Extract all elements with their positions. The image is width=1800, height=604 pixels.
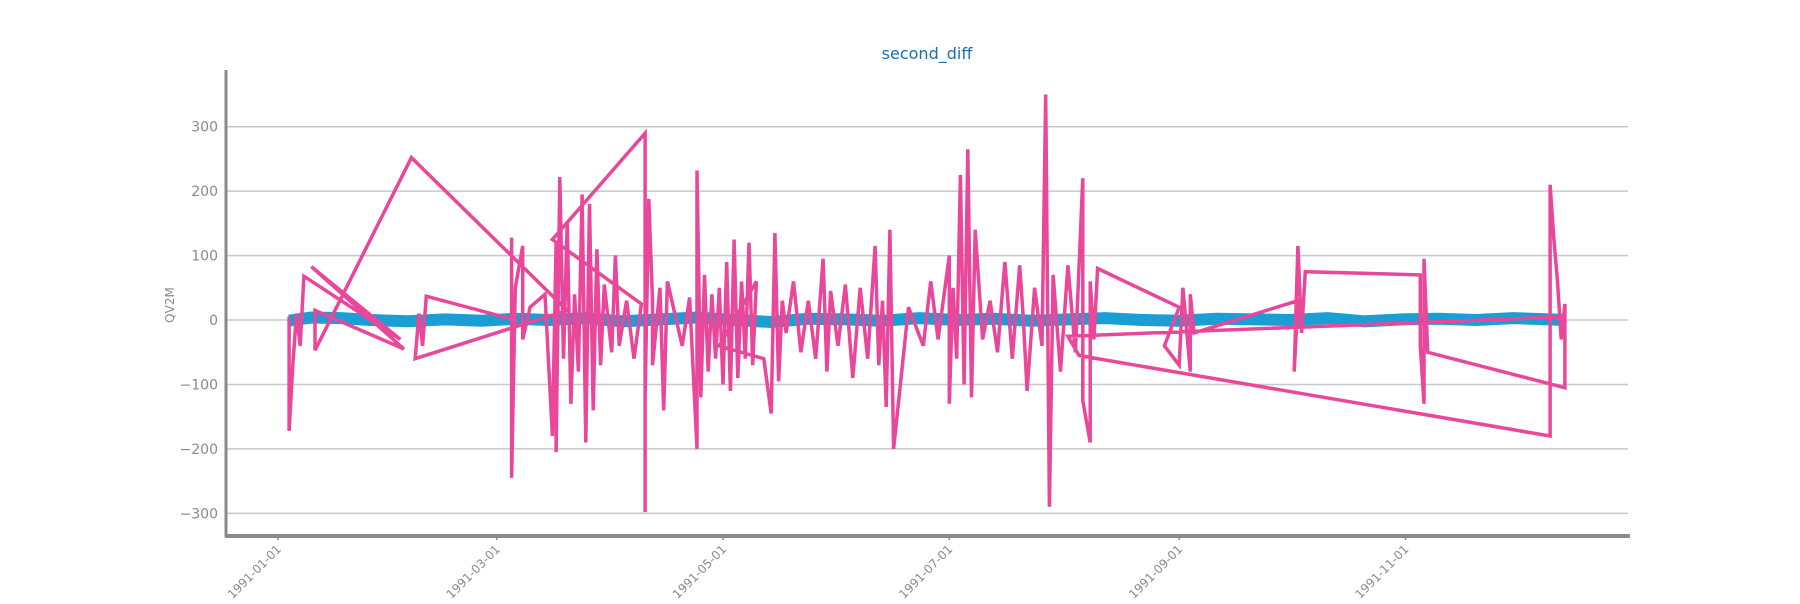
y-tick-labels: 300 200 100 0 −100 −200 −300: [180, 120, 218, 523]
chart-title: second_diff: [882, 44, 974, 64]
y-axis-label: QV2M: [163, 287, 177, 323]
x-tick-label: 1991-07-01: [896, 542, 955, 600]
y-tick-label: −200: [180, 442, 218, 458]
y-tick-label: 0: [209, 313, 218, 329]
y-tick-label: −300: [180, 506, 218, 522]
x-tick-label: 1991-09-01: [1126, 542, 1185, 600]
y-tick-label: −100: [180, 377, 218, 393]
y-tick-label: 200: [191, 184, 218, 200]
x-tick-label: 1991-11-01: [1352, 542, 1411, 600]
x-tick-labels: 1991-01-01 1991-03-01 1991-05-01 1991-07-01…: [225, 534, 1412, 601]
y-tick-label: 100: [191, 249, 218, 265]
y-tick-label: 300: [191, 120, 218, 136]
data-series: [287, 94, 1567, 513]
x-tick-label: 1991-01-01: [225, 542, 284, 600]
x-tick-label: 1991-03-01: [444, 542, 503, 600]
series-line-blue: [288, 311, 1566, 329]
x-tick-label: 1991-05-01: [670, 542, 729, 600]
series-line-pink: [287, 94, 1567, 513]
